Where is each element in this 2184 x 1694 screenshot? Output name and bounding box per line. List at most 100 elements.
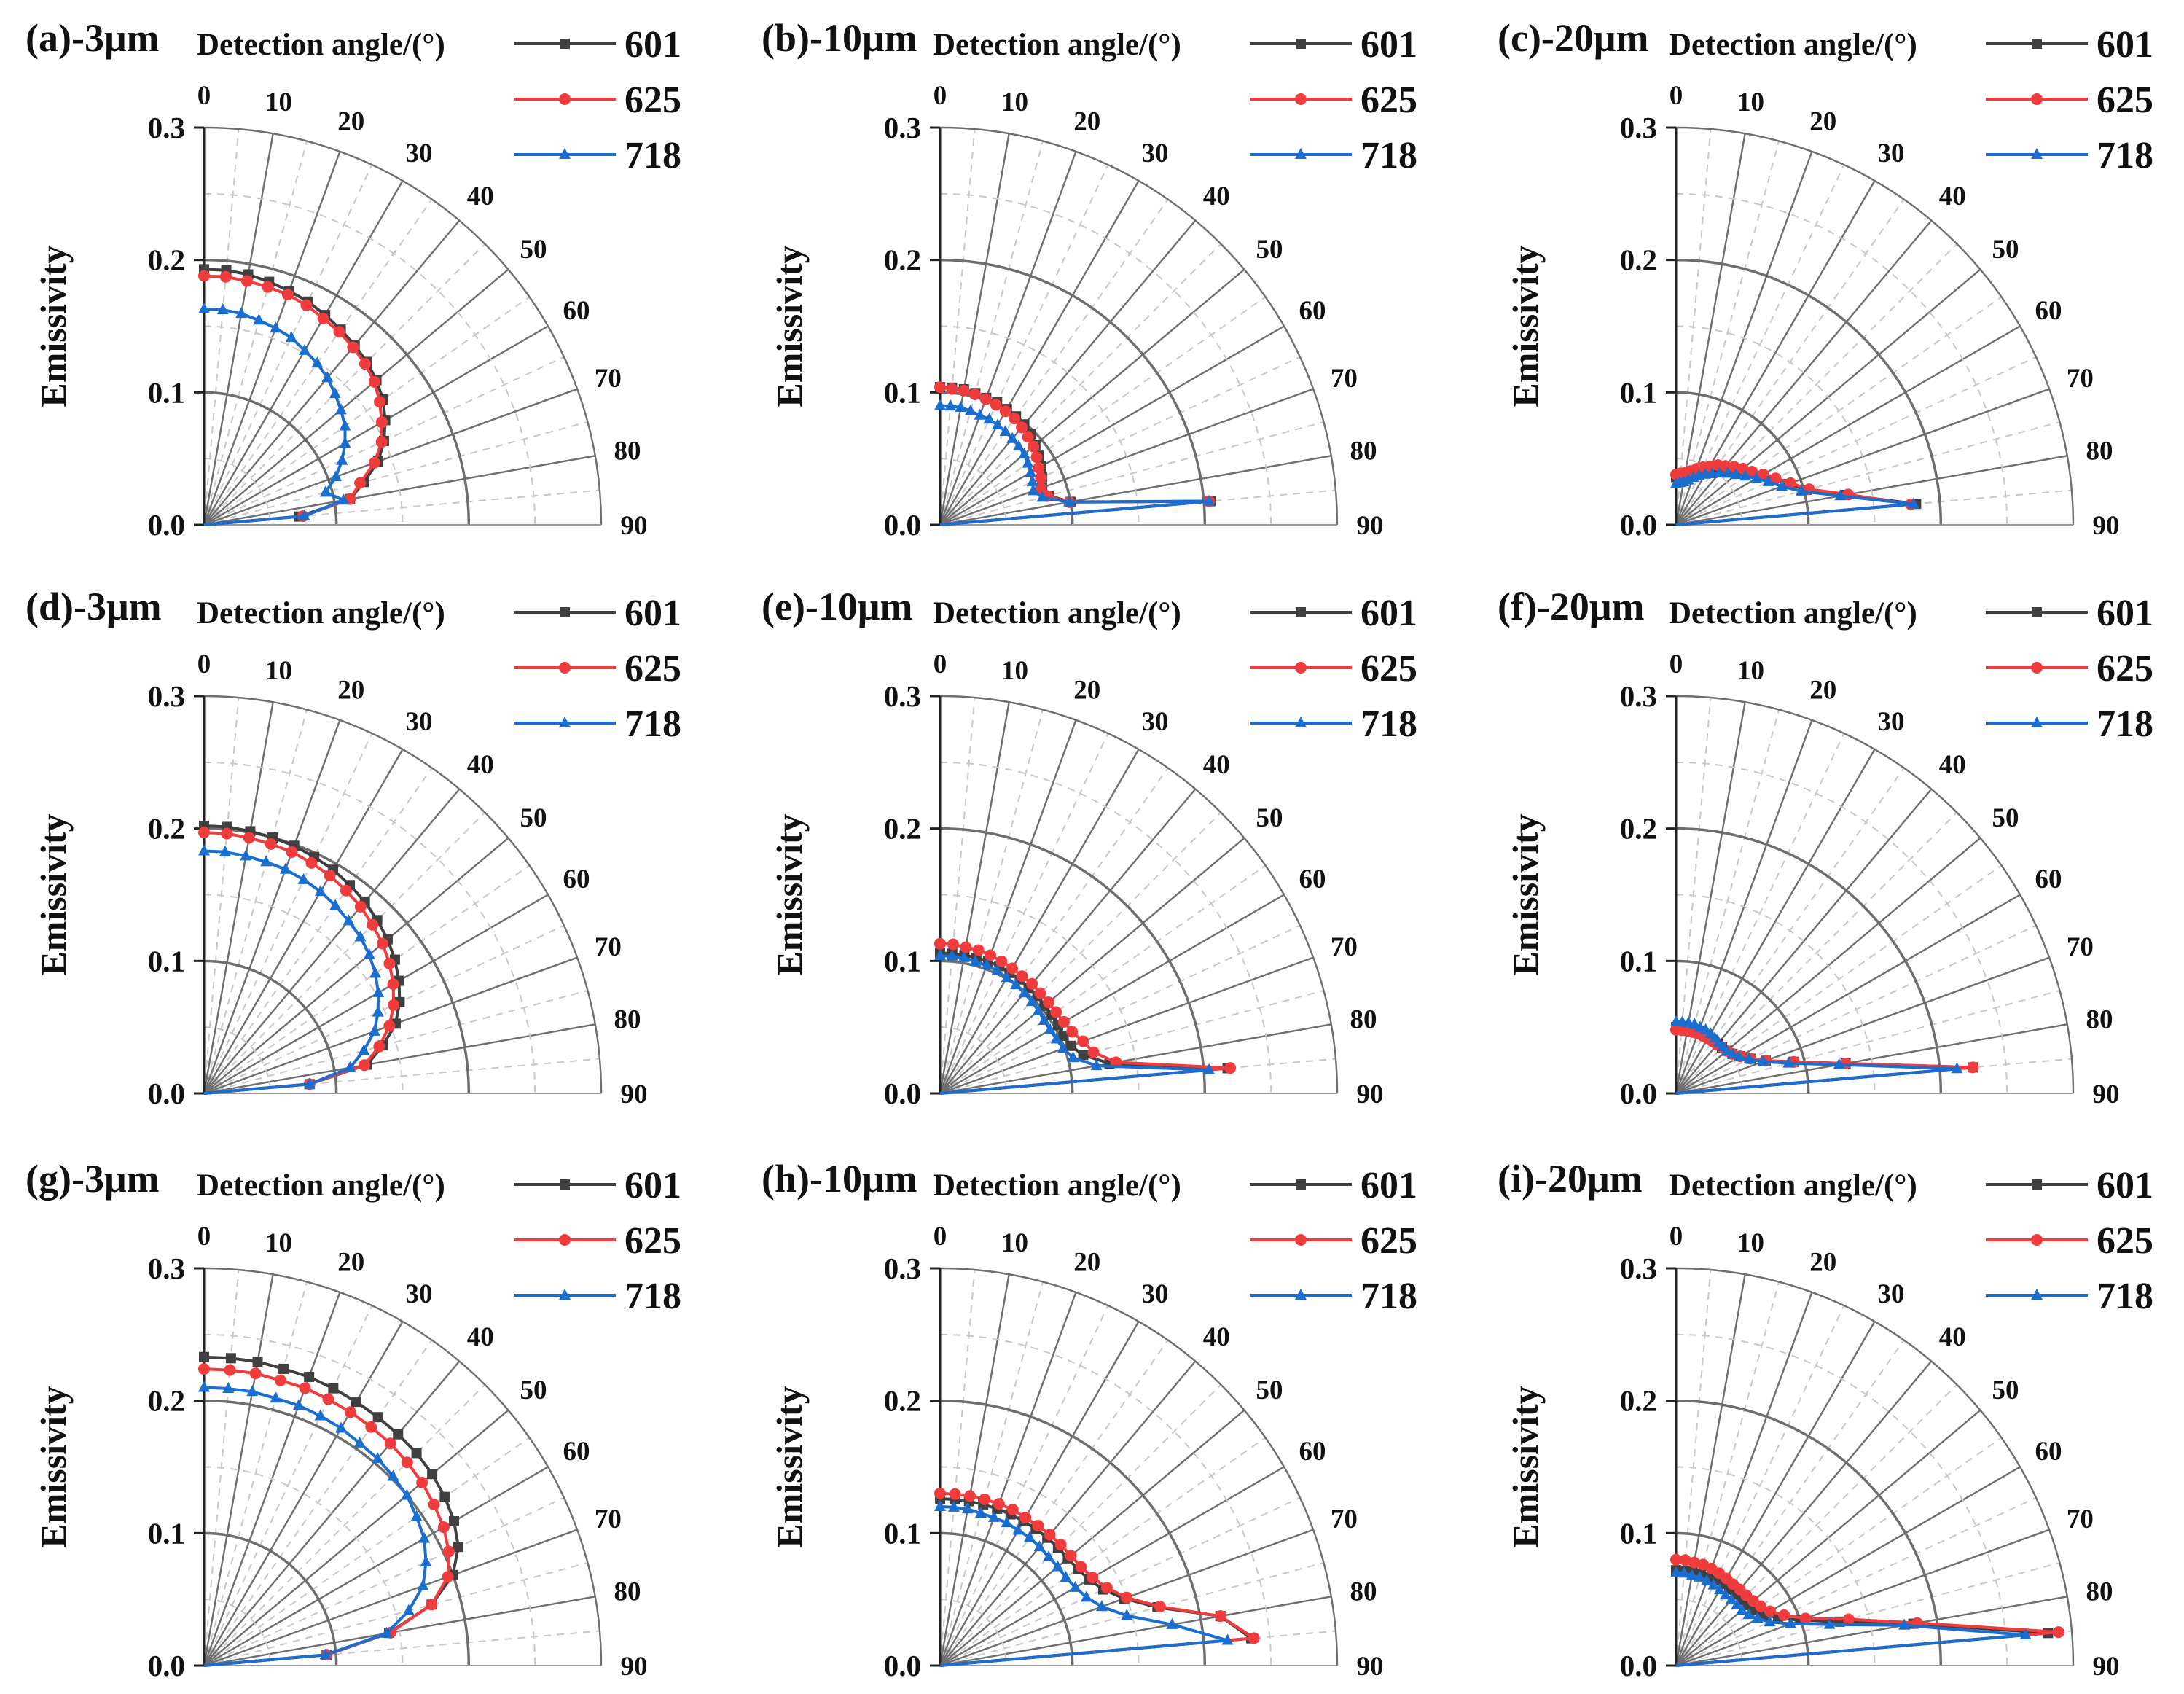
point-718 bbox=[299, 343, 311, 355]
legend-marker-601 bbox=[560, 1179, 570, 1190]
panel-label: (a)-3μm bbox=[26, 16, 160, 60]
angle-tick-label: 90 bbox=[621, 511, 648, 541]
panel-label: (e)-10μm bbox=[762, 585, 913, 628]
point-718 bbox=[1038, 1013, 1050, 1025]
minor-spoke bbox=[1675, 243, 1958, 526]
minor-arc bbox=[203, 325, 404, 526]
major-arc bbox=[939, 258, 1207, 526]
point-718 bbox=[354, 930, 367, 942]
point-718 bbox=[1010, 978, 1022, 990]
point-718 bbox=[1898, 1618, 1911, 1630]
point-718 bbox=[1080, 1590, 1092, 1602]
radial-tick-label: 0.2 bbox=[148, 812, 185, 846]
minor-arc bbox=[939, 325, 1140, 526]
legend-marker-601 bbox=[560, 607, 570, 617]
point-718 bbox=[1025, 995, 1038, 1007]
point-718 bbox=[1713, 1583, 1726, 1595]
point-625 bbox=[1121, 1591, 1133, 1604]
point-625 bbox=[1066, 1026, 1079, 1038]
chart-panel: 0.0 0.1 0.2 0.3 0 10 20 30 40 50 60 70 80 90 Emissivit… bbox=[26, 585, 681, 1110]
radial-tick-label: 0.3 bbox=[1620, 111, 1657, 144]
minor-spoke bbox=[939, 1383, 1222, 1666]
major-arc bbox=[1675, 391, 1810, 526]
outer-arc bbox=[1675, 126, 2075, 526]
point-718 bbox=[1012, 440, 1025, 451]
angle-tick-label: 50 bbox=[1992, 1375, 2019, 1405]
point-718 bbox=[240, 849, 252, 861]
point-718 bbox=[344, 1061, 356, 1072]
point-718 bbox=[991, 964, 1003, 976]
legend-marker-625 bbox=[1295, 1234, 1307, 1246]
minor-spoke bbox=[203, 243, 486, 526]
point-718 bbox=[1678, 1566, 1691, 1578]
minor-arc bbox=[1675, 1599, 1743, 1666]
point-718 bbox=[260, 855, 273, 867]
legend-marker-601 bbox=[2032, 1179, 2042, 1190]
angle-tick-label: 0 bbox=[1670, 81, 1683, 111]
point-718 bbox=[946, 949, 958, 961]
point-718 bbox=[1951, 1062, 1963, 1074]
radial-tick-label: 0.0 bbox=[884, 508, 921, 542]
point-718 bbox=[1726, 1047, 1739, 1058]
angle-tick-label: 40 bbox=[1203, 182, 1230, 211]
chart-panel: 0.0 0.1 0.2 0.3 0 10 20 30 40 50 60 70 80 90 Emissivit… bbox=[1498, 1157, 2153, 1682]
point-718 bbox=[319, 1648, 332, 1660]
point-718 bbox=[1221, 1634, 1234, 1645]
point-625 bbox=[1967, 1061, 1979, 1074]
point-625 bbox=[1688, 1556, 1700, 1569]
point-718 bbox=[1730, 468, 1742, 480]
series-line-601 bbox=[1675, 1026, 1975, 1095]
point-718 bbox=[279, 862, 291, 874]
point-718 bbox=[934, 399, 946, 410]
point-718 bbox=[321, 371, 334, 383]
point-625 bbox=[344, 1406, 356, 1418]
point-625 bbox=[1075, 1561, 1087, 1573]
y-axis-title: Emissivity bbox=[33, 813, 74, 975]
point-625 bbox=[960, 941, 972, 953]
legend-label-625: 625 bbox=[625, 79, 681, 121]
minor-spoke bbox=[203, 421, 588, 526]
y-axis-title: Emissivity bbox=[1505, 813, 1546, 975]
radial-tick-label: 0.1 bbox=[884, 1516, 921, 1550]
point-718 bbox=[336, 453, 348, 465]
angle-tick-label: 40 bbox=[467, 1322, 494, 1352]
angle-tick-label: 90 bbox=[1357, 511, 1384, 541]
point-625 bbox=[1028, 440, 1040, 453]
chart-panel: 0.0 0.1 0.2 0.3 0 10 20 30 40 50 60 70 80 90 Emissivit… bbox=[762, 585, 1417, 1110]
minor-spoke bbox=[939, 164, 1109, 526]
legend-label-718: 718 bbox=[1361, 1276, 1417, 1317]
legend-marker-718 bbox=[1295, 1289, 1307, 1300]
angle-tick-label: 80 bbox=[614, 1005, 641, 1035]
point-625 bbox=[365, 1421, 377, 1433]
point-718 bbox=[329, 470, 342, 482]
y-axis-title: Emissivity bbox=[33, 245, 74, 407]
legend-label-718: 718 bbox=[1361, 703, 1417, 745]
radial-tick-label: 0.0 bbox=[1620, 508, 1657, 542]
point-625 bbox=[1764, 1605, 1777, 1617]
angle-tick-label: 90 bbox=[621, 1652, 648, 1682]
legend-marker-718 bbox=[1295, 717, 1307, 727]
point-625 bbox=[376, 937, 388, 950]
minor-spoke bbox=[939, 811, 1222, 1094]
angle-tick-label: 60 bbox=[563, 296, 590, 326]
angle-tick-label: 0 bbox=[197, 1222, 211, 1252]
point-625 bbox=[384, 1437, 396, 1450]
point-718 bbox=[1050, 1032, 1062, 1044]
point-625 bbox=[1022, 431, 1034, 443]
legend-marker-601 bbox=[1296, 607, 1306, 617]
angle-tick-label: 0 bbox=[934, 1222, 947, 1252]
angle-tick-label: 20 bbox=[337, 1248, 364, 1278]
minor-arc bbox=[203, 894, 404, 1094]
point-718 bbox=[343, 914, 355, 926]
point-625 bbox=[387, 978, 399, 991]
point-601 bbox=[427, 1469, 438, 1480]
point-625 bbox=[990, 399, 1002, 411]
angle-tick-label: 80 bbox=[1350, 1577, 1377, 1607]
point-718 bbox=[198, 302, 210, 313]
point-718 bbox=[1721, 1044, 1733, 1055]
point-718 bbox=[1069, 1580, 1081, 1592]
legend-label-601: 601 bbox=[1361, 24, 1417, 66]
major-arc bbox=[203, 258, 471, 526]
legend-marker-718 bbox=[559, 1289, 571, 1300]
point-625 bbox=[934, 381, 946, 394]
